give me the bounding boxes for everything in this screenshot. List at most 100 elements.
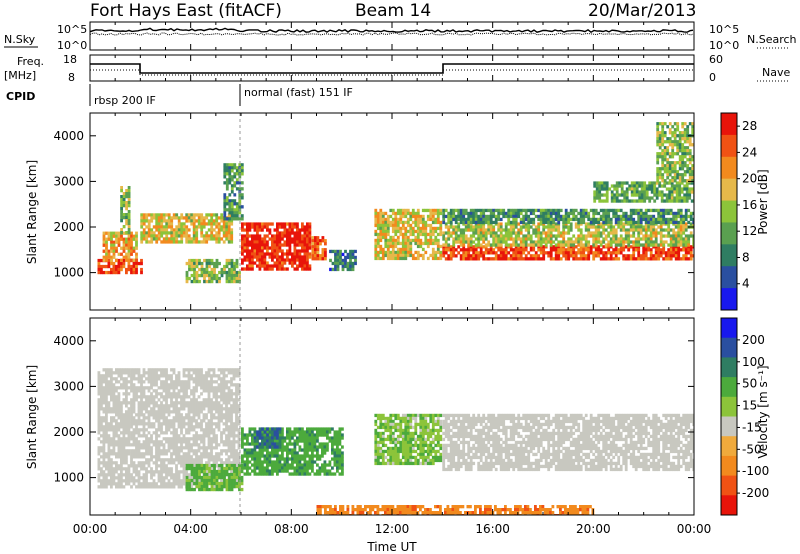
echo-cell — [205, 452, 208, 456]
echo-cell — [105, 270, 108, 275]
echo-cell — [527, 251, 531, 255]
echo-cell — [175, 452, 178, 456]
echo-cell — [447, 237, 451, 241]
echo-cell — [132, 383, 136, 387]
station-title: Fort Hays East (fitACF) — [90, 1, 282, 21]
echo-cell — [202, 386, 206, 390]
echo-cell — [406, 208, 410, 213]
echo-cell — [122, 213, 126, 217]
echo-cell — [102, 407, 106, 411]
echo-cell — [286, 267, 289, 271]
echo-cell — [258, 243, 262, 247]
echo-cell — [180, 446, 183, 450]
echo-cell — [492, 234, 496, 238]
echo-cell — [462, 245, 466, 249]
echo-cell — [210, 458, 213, 462]
echo-cell — [145, 479, 148, 483]
echo-cell — [125, 422, 128, 426]
echo-cell — [170, 234, 174, 238]
echo-cell — [172, 479, 176, 483]
echo-cell — [120, 470, 123, 474]
echo-cell — [100, 467, 103, 471]
echo-cell — [688, 190, 692, 194]
echo-cell — [661, 143, 665, 147]
echo-cell — [303, 252, 307, 256]
echo-cell — [140, 464, 143, 468]
echo-cell — [115, 237, 118, 241]
echo-cell — [467, 254, 471, 258]
echo-cell — [612, 231, 616, 235]
echo-cell — [227, 234, 231, 238]
echo-cell — [612, 211, 616, 216]
echo-cell — [684, 257, 688, 261]
echo-cell — [682, 240, 686, 244]
echo-cell — [208, 261, 211, 266]
echo-cell — [376, 235, 380, 240]
echo-cell — [524, 222, 528, 226]
echo-cell — [472, 231, 476, 235]
echo-cell — [419, 217, 423, 222]
echo-cell — [130, 374, 133, 378]
echo-cell — [434, 229, 438, 234]
echo-cell — [217, 228, 221, 232]
echo-cell — [110, 249, 113, 253]
echo-cell — [157, 440, 161, 444]
echo-cell — [180, 389, 183, 393]
echo-cell — [599, 234, 603, 238]
echo-cell — [637, 228, 641, 232]
echo-cell — [308, 225, 312, 229]
echo-cell — [620, 199, 624, 203]
echo-cell — [298, 231, 302, 235]
echo-cell — [182, 395, 186, 399]
echo-cell — [542, 208, 546, 213]
echo-cell — [329, 267, 332, 272]
echo-cell — [298, 258, 302, 262]
echo-cell — [308, 267, 312, 271]
echo-cell — [464, 228, 468, 232]
echo-cell — [678, 155, 682, 159]
echo-cell — [127, 467, 131, 471]
echo-cell — [200, 452, 203, 456]
echo-cell — [120, 246, 123, 250]
echo-cell — [160, 413, 163, 417]
echo-cell — [107, 374, 111, 378]
echo-cell — [115, 428, 118, 432]
echo-cell — [656, 161, 660, 165]
echo-cell — [165, 467, 168, 471]
echo-cell — [537, 234, 541, 238]
echo-cell — [524, 225, 528, 229]
echo-cell — [197, 437, 201, 441]
echo-cell — [469, 228, 473, 232]
echo-cell — [554, 222, 558, 226]
echo-cell — [230, 169, 234, 173]
echo-cell — [564, 208, 568, 213]
echo-cell — [293, 246, 297, 250]
echo-cell — [125, 252, 128, 256]
echo-cell — [180, 413, 183, 417]
echo-cell — [278, 231, 282, 235]
echo-cell — [145, 458, 148, 462]
echo-cell — [142, 371, 146, 375]
echo-cell — [464, 217, 468, 222]
echo-cell — [381, 232, 385, 237]
echo-cell — [117, 252, 121, 256]
echo-cell — [155, 234, 159, 238]
echo-cell — [212, 389, 216, 393]
echo-cell — [663, 193, 667, 197]
echo-cell — [527, 208, 531, 213]
echo-cell — [115, 434, 118, 438]
echo-cell — [564, 243, 568, 247]
echo-cell — [339, 261, 342, 266]
echo-cell — [115, 368, 118, 372]
echo-cell — [258, 252, 262, 256]
echo-cell — [416, 223, 420, 228]
echo-cell — [542, 214, 546, 219]
echo-cell — [283, 240, 287, 244]
echo-cell — [197, 461, 201, 465]
echo-cell — [185, 225, 189, 229]
echo-cell — [301, 264, 304, 268]
echo-cell — [306, 234, 309, 238]
echo-cell — [642, 243, 646, 247]
echo-cell — [112, 446, 116, 450]
